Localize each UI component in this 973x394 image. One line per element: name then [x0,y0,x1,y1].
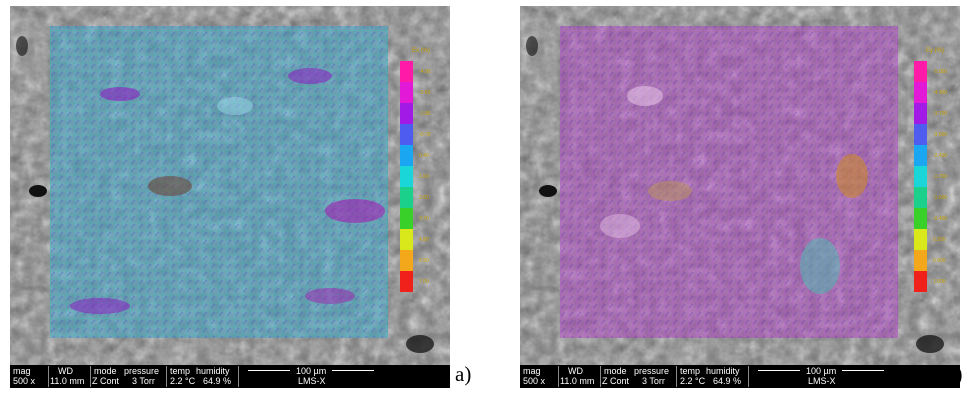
colorbar-unit-a: Ex (%) [412,48,430,54]
pressure-value: 3 Torr [642,376,665,386]
mode-label: mode [94,366,117,376]
colorbar-swatch [400,229,413,250]
temp-label: temp [170,366,191,376]
temp-value: 2.2 °C [680,376,706,386]
panel-label-b: b) [945,362,963,386]
pressure-label: pressure [634,366,670,376]
scale-bar [758,370,800,371]
colorbar-swatch [914,271,927,292]
humidity-label: humidity [196,366,230,376]
info-bar-a: mag 500 x WD 11.0 mm mode Z Cont pressur… [10,365,450,388]
colorbar-tick-label: 2.60 [419,195,429,201]
mode-value: Z Cont [92,376,120,386]
colorbar-tick-label: -1.700 [933,174,948,180]
colorbar-tick-label: -0.400 [933,216,948,222]
colorbar-swatch [914,229,927,250]
colorbar-tick-label: -5.000 [933,69,948,75]
mag-value: 500 x [523,376,546,386]
wd-label: WD [568,366,583,376]
colorbar-tick-label: 4.80 [419,237,429,243]
colorbar-unit-b: Ey (%) [926,48,944,54]
colorbar-tick-label: -2.400 [933,153,948,159]
colorbar-swatch [914,124,927,145]
wd-label: WD [58,366,73,376]
colorbar-tick-label: 1.50 [419,174,429,180]
colorbar-tick-label: -3.000 [933,132,948,138]
humidity-value: 64.9 % [203,376,232,386]
mag-label: mag [13,366,31,376]
colorbar-tick-label: 7.00 [419,279,429,285]
colorbar-swatch [914,187,927,208]
panel-a: Ex (%) -4.00 -2.60 -1.80 -0.70 0.40 1.50 2.60 3… [10,6,450,388]
sem-image-b [520,6,960,365]
colorbar-tick-label: -3.700 [933,111,948,117]
colorbar-tick-label: 1.600 [933,279,946,285]
colorbar-swatch [400,208,413,229]
colorbar-swatch [400,187,413,208]
temp-label: temp [680,366,701,376]
colorbar-swatch [914,82,927,103]
mag-value: 500 x [13,376,36,386]
colorbar-swatch [400,103,413,124]
colorbar-swatch [400,82,413,103]
colorbar-tick-label: -4.300 [933,90,948,96]
colorbar-tick-label: 3.70 [419,216,429,222]
colorbar-tick-label: -4.00 [419,69,431,75]
wd-value: 11.0 mm [50,376,85,386]
mag-label: mag [523,366,541,376]
colorbar-swatch [400,166,413,187]
colorbar-tick-label: -2.60 [419,90,431,96]
humidity-value: 64.9 % [713,376,742,386]
scale-bar [332,370,374,371]
info-bar-b: mag 500 x WD 11.0 mm mode Z Cont pressur… [520,365,960,388]
colorbar-swatch [914,103,927,124]
wd-value: 11.0 mm [560,376,595,386]
colorbar-swatch [914,250,927,271]
colorbar-swatch [400,124,413,145]
colorbar-swatch [914,61,927,82]
sem-image-a [10,6,450,365]
colorbar-swatch [400,271,413,292]
humidity-label: humidity [706,366,740,376]
colorbar-tick-label: 5.90 [419,258,429,264]
colorbar-tick-label: 0.900 [933,258,946,264]
colorbar-swatch [914,166,927,187]
lab-label: LMS-X [808,376,836,386]
colorbar-swatch [400,61,413,82]
pressure-value: 3 Torr [132,376,155,386]
colorbar-swatch [914,145,927,166]
mode-value: Z Cont [602,376,630,386]
pressure-label: pressure [124,366,160,376]
scale-bar [842,370,884,371]
scale-bar [248,370,290,371]
colorbar-swatch [914,208,927,229]
colorbar-swatch [400,145,413,166]
lab-label: LMS-X [298,376,326,386]
colorbar-tick-label: 0.300 [933,237,946,243]
temp-value: 2.2 °C [170,376,196,386]
scale-label: 100 µm [806,366,837,376]
scale-label: 100 µm [296,366,327,376]
mode-label: mode [604,366,627,376]
panel-b: Ey (%) -5.000 -4.300 -3.700 -3.000 -2.400 -1.… [520,6,960,388]
panel-label-a: a) [455,362,472,386]
colorbar-tick-label: -1.80 [419,111,431,117]
colorbar-swatch [400,250,413,271]
colorbar-tick-label: -1.000 [933,195,948,201]
colorbar-tick-label: 0.40 [419,153,429,159]
colorbar-tick-label: -0.70 [419,132,431,138]
